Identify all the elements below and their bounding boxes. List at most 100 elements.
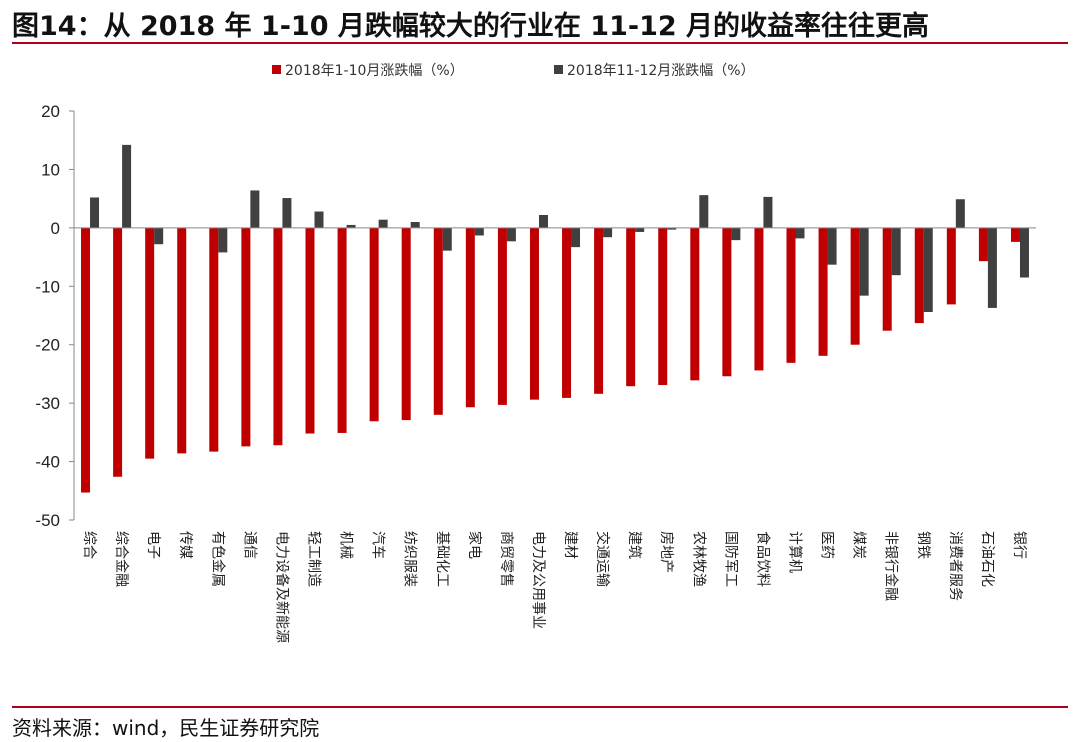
y-axis: 20 10 0 -10 -20 -30 -40 -50 [35, 102, 75, 530]
bar-chart: 2018年1-10月涨跌幅（%） 2018年11-12月涨跌幅（%） 20 10 0 -… [35, 63, 1036, 643]
bar-jan-oct-29 [978, 227, 988, 262]
bar-jan-oct-11 [401, 227, 411, 421]
bar-jan-oct-16 [562, 227, 572, 398]
y-tick-label: -10 [35, 277, 60, 296]
bar-nov-dec-10 [378, 219, 388, 228]
x-tick-label: 房地产 [658, 531, 674, 573]
x-tick-label: 电力及公用事业 [530, 531, 546, 629]
x-tick-label: 机械 [338, 531, 354, 559]
bar-jan-oct-4 [177, 227, 187, 454]
x-tick-label: 有色金属 [209, 531, 226, 587]
bar-jan-oct-18 [626, 227, 636, 387]
bar-nov-dec-11 [410, 222, 420, 228]
bar-jan-oct-13 [465, 227, 475, 408]
bar-jan-oct-9 [337, 227, 347, 433]
bar-nov-dec-5 [218, 227, 228, 253]
x-tick-label: 商贸零售 [498, 531, 514, 587]
bar-jan-oct-14 [497, 227, 507, 405]
bar-nov-dec-8 [314, 211, 324, 228]
x-tick-label: 家电 [466, 531, 483, 559]
x-tick-label: 综合金融 [113, 531, 129, 587]
x-tick-label: 农林牧渔 [690, 531, 706, 587]
y-tick-label: 10 [41, 160, 60, 179]
y-tick-label: -50 [35, 511, 60, 530]
bar-jan-oct-20 [690, 227, 700, 381]
bar-jan-oct-25 [850, 227, 860, 345]
bar-nov-dec-26 [891, 227, 901, 276]
y-tick-label: -20 [35, 336, 60, 355]
x-tick-label: 电子 [145, 531, 161, 559]
y-tick-label: -30 [35, 394, 60, 413]
bar-series [81, 144, 1029, 493]
x-tick-label: 银行 [1011, 531, 1027, 559]
bar-nov-dec-2 [122, 144, 132, 228]
bar-jan-oct-2 [113, 227, 123, 477]
bar-jan-oct-7 [273, 227, 283, 446]
x-tick-label: 建材 [562, 531, 578, 559]
bar-nov-dec-9 [346, 224, 356, 228]
x-tick-label: 交通运输 [594, 531, 611, 587]
bar-nov-dec-15 [538, 215, 548, 228]
x-tick-label: 通信 [241, 531, 257, 559]
source-note: 资料来源：wind，民生证券研究院 [12, 716, 320, 740]
bar-nov-dec-24 [827, 227, 837, 265]
bar-nov-dec-21 [731, 227, 741, 241]
bar-jan-oct-3 [145, 227, 155, 459]
bar-jan-oct-22 [754, 227, 764, 371]
x-tick-label: 食品饮料 [754, 531, 771, 587]
chart-legend: 2018年1-10月涨跌幅（%） 2018年11-12月涨跌幅（%） [272, 63, 755, 79]
bar-nov-dec-7 [282, 198, 292, 228]
bar-nov-dec-30 [1019, 227, 1029, 278]
bar-nov-dec-29 [987, 227, 997, 308]
bar-nov-dec-1 [90, 197, 100, 228]
bar-nov-dec-22 [763, 196, 773, 228]
x-tick-label: 钢铁 [915, 531, 931, 559]
bar-jan-oct-30 [1010, 227, 1020, 242]
x-tick-label: 综合 [81, 531, 97, 559]
x-tick-label: 国防军工 [722, 531, 738, 587]
bar-nov-dec-20 [699, 195, 709, 228]
bar-jan-oct-23 [786, 227, 796, 363]
y-tick-label: 0 [51, 219, 60, 238]
x-tick-label: 石油石化 [979, 531, 995, 587]
bar-jan-oct-27 [914, 227, 924, 324]
bar-jan-oct-26 [882, 227, 892, 331]
legend-item-2: 2018年11-12月涨跌幅（%） [554, 63, 755, 79]
bar-jan-oct-6 [241, 227, 251, 447]
y-tick-label: -40 [35, 453, 60, 472]
x-tick-label: 基础化工 [434, 531, 451, 587]
x-tick-label: 传媒 [177, 531, 193, 559]
bar-jan-oct-5 [209, 227, 219, 452]
bar-nov-dec-12 [442, 227, 452, 251]
legend-label: 2018年11-12月涨跌幅（%） [567, 63, 755, 79]
legend-swatch [554, 65, 563, 74]
bar-jan-oct-21 [722, 227, 732, 377]
x-tick-label: 汽车 [370, 531, 387, 559]
x-axis: 综合 综合金融 电子 传媒 有色金属 通信 电力设备及新能源 轻工制造 机械 汽车 纺织服装 基础化工… [74, 227, 1036, 643]
x-tick-label: 轻工制造 [306, 531, 322, 587]
bar-jan-oct-15 [529, 227, 539, 400]
y-tick-label: 20 [41, 102, 60, 121]
bar-jan-oct-12 [433, 227, 443, 415]
figure-title: 图14：从 2018 年 1-10 月跌幅较大的行业在 11-12 月的收益率往… [12, 11, 930, 42]
bar-nov-dec-28 [955, 199, 965, 228]
x-tick-label: 电力设备及新能源 [273, 531, 290, 643]
x-tick-label: 纺织服装 [402, 531, 418, 587]
title-rule [12, 42, 1068, 44]
bar-jan-oct-17 [594, 227, 604, 394]
x-tick-label: 非银行金融 [883, 531, 899, 601]
x-tick-label: 计算机 [787, 531, 803, 573]
bar-jan-oct-24 [818, 227, 828, 356]
bar-jan-oct-1 [81, 227, 91, 493]
legend-label: 2018年1-10月涨跌幅（%） [285, 63, 464, 79]
bar-nov-dec-18 [635, 227, 645, 232]
bar-jan-oct-19 [658, 227, 668, 386]
x-tick-label: 医药 [819, 531, 835, 559]
legend-item-1: 2018年1-10月涨跌幅（%） [272, 63, 464, 79]
bar-nov-dec-27 [923, 227, 933, 312]
bar-jan-oct-28 [946, 227, 956, 305]
bar-nov-dec-3 [154, 227, 164, 245]
bar-jan-oct-10 [369, 227, 379, 422]
bar-nov-dec-19 [667, 227, 677, 230]
x-tick-label: 消费者服务 [947, 531, 963, 601]
